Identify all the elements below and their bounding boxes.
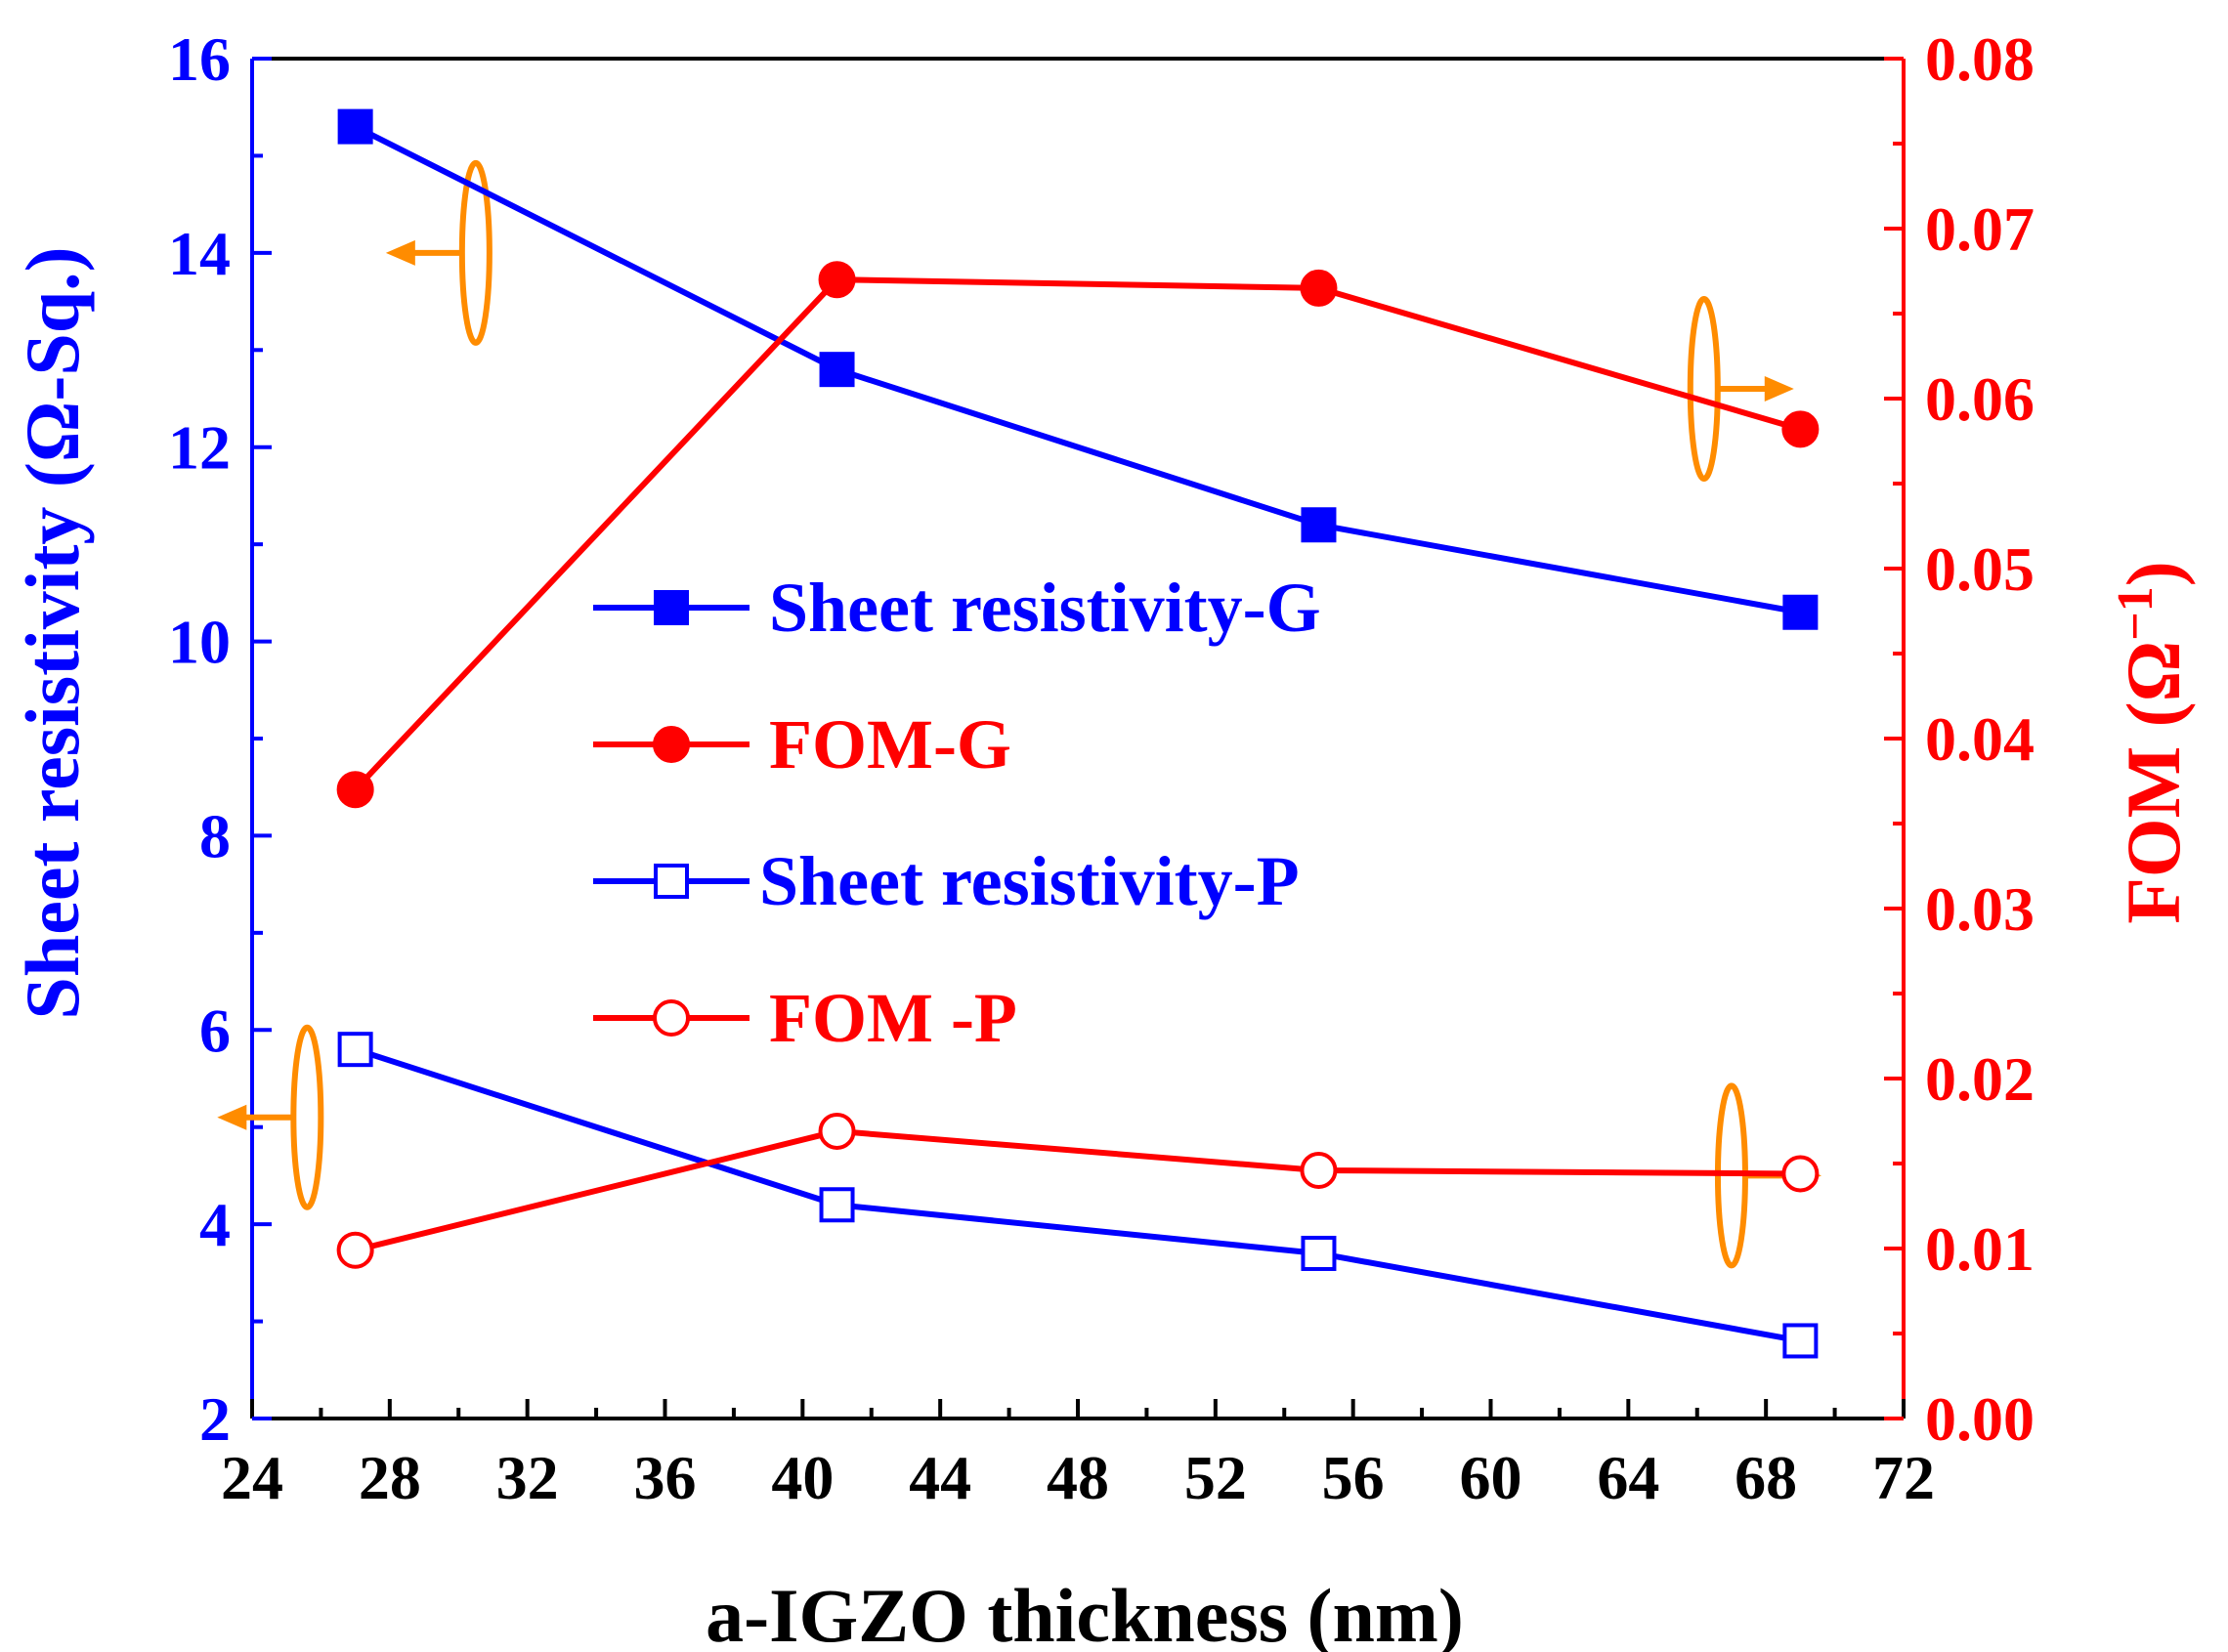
- y-left-tick-label: 16: [168, 24, 231, 94]
- y-left-tick-label: 14: [168, 219, 231, 288]
- data-point-sheet-resistivity-g: [1301, 507, 1337, 543]
- y-right-tick-label: 0.04: [1925, 704, 2035, 774]
- x-tick-label: 32: [496, 1443, 559, 1512]
- y-left-tick-label: 2: [199, 1384, 231, 1454]
- series-line-sheet-resistivity-p: [354, 1046, 1801, 1344]
- x-axis-title: a-IGZO thickness (nm): [706, 1573, 1464, 1652]
- data-point-sheet-resistivity-p: [1301, 1235, 1337, 1271]
- series-line-sheet-resistivity-g: [354, 123, 1801, 615]
- y-left-tick-label: 4: [199, 1190, 231, 1259]
- y-axis-right-title-main: FOM (Ω: [2111, 641, 2196, 924]
- indicator-ellipse: [1687, 296, 1721, 483]
- data-point-fom-p: [1300, 1151, 1338, 1189]
- y-right-tick-label: 0.02: [1925, 1044, 2035, 1114]
- data-point-sheet-resistivity-p: [337, 1032, 373, 1068]
- x-tick-label: 68: [1735, 1443, 1797, 1512]
- data-point-fom-g: [1781, 410, 1820, 448]
- x-tick-label: 52: [1184, 1443, 1247, 1512]
- legend-marker: [653, 726, 690, 763]
- data-point-fom-g: [1300, 269, 1338, 307]
- y-right-tick-label: 0.08: [1925, 24, 2035, 94]
- axis-ticks: 24 28 32 36 40 44 48 52 56 60 64 68 722468101214160.…: [168, 24, 2035, 1512]
- x-tick-label: 36: [634, 1443, 697, 1512]
- y-left-tick-label: 6: [199, 995, 231, 1065]
- data-point-fom-g: [336, 771, 374, 809]
- y-right-tick-label: 0.05: [1925, 534, 2035, 604]
- indicator-arrow-head: [1764, 376, 1794, 402]
- y-right-tick-label: 0.03: [1925, 874, 2035, 944]
- data-point-fom-g: [818, 261, 856, 299]
- indicator-arrow-head: [217, 1104, 247, 1130]
- y-right-tick-label: 0.07: [1925, 194, 2035, 264]
- x-tick-label: 44: [909, 1443, 971, 1512]
- axis-indicators: [217, 159, 1821, 1269]
- y-axis-right-title-close: ): [2111, 561, 2196, 586]
- y-axis-right-title-sup: −1: [2108, 586, 2164, 641]
- series-line-fom-p: [354, 1127, 1801, 1253]
- data-point-sheet-resistivity-p: [819, 1187, 855, 1223]
- series-lines: [353, 123, 1802, 1344]
- data-point-sheet-resistivity-g: [337, 108, 373, 145]
- data-point-sheet-resistivity-g: [1782, 594, 1819, 630]
- legend-label: Sheet resistivity-P: [759, 842, 1300, 920]
- legend-label: Sheet resistivity-G: [769, 569, 1321, 647]
- indicator-arrow-head: [385, 239, 415, 266]
- legend-marker: [653, 999, 690, 1037]
- data-point-fom-p: [1781, 1155, 1820, 1193]
- legend-marker: [654, 864, 689, 899]
- y-left-tick-label: 8: [199, 801, 231, 870]
- legend-label: FOM -P: [769, 979, 1017, 1057]
- y-right-tick-label: 0.00: [1925, 1384, 2035, 1454]
- data-point-sheet-resistivity-p: [1782, 1323, 1819, 1359]
- x-tick-label: 64: [1597, 1443, 1659, 1512]
- y-axis-left-title: Sheet resistivity (Ω-Sq.): [10, 246, 95, 1019]
- data-point-sheet-resistivity-g: [819, 352, 855, 388]
- y-right-tick-label: 0.06: [1925, 364, 2035, 434]
- x-tick-label: 72: [1872, 1443, 1935, 1512]
- y-right-tick-label: 0.01: [1925, 1214, 2035, 1284]
- x-tick-label: 28: [359, 1443, 421, 1512]
- x-tick-label: 40: [771, 1443, 834, 1512]
- x-tick-label: 56: [1322, 1443, 1385, 1512]
- legend-marker: [654, 590, 689, 625]
- data-point-fom-p: [336, 1231, 374, 1269]
- indicator-ellipse: [290, 1024, 324, 1210]
- series-markers: [336, 108, 1820, 1359]
- y-axis-right-title: FOM (Ω−1): [2108, 561, 2197, 924]
- legend: Sheet resistivity-G FOM-G Sheet resistivit…: [593, 569, 1321, 1057]
- legend-label: FOM-G: [769, 705, 1011, 784]
- x-tick-label: 60: [1460, 1443, 1522, 1512]
- series-line-fom-g: [353, 276, 1802, 792]
- x-tick-label: 24: [221, 1443, 283, 1512]
- data-point-fom-p: [818, 1112, 856, 1150]
- x-tick-label: 48: [1047, 1443, 1109, 1512]
- y-left-tick-label: 10: [168, 608, 231, 677]
- y-left-tick-label: 12: [168, 413, 231, 483]
